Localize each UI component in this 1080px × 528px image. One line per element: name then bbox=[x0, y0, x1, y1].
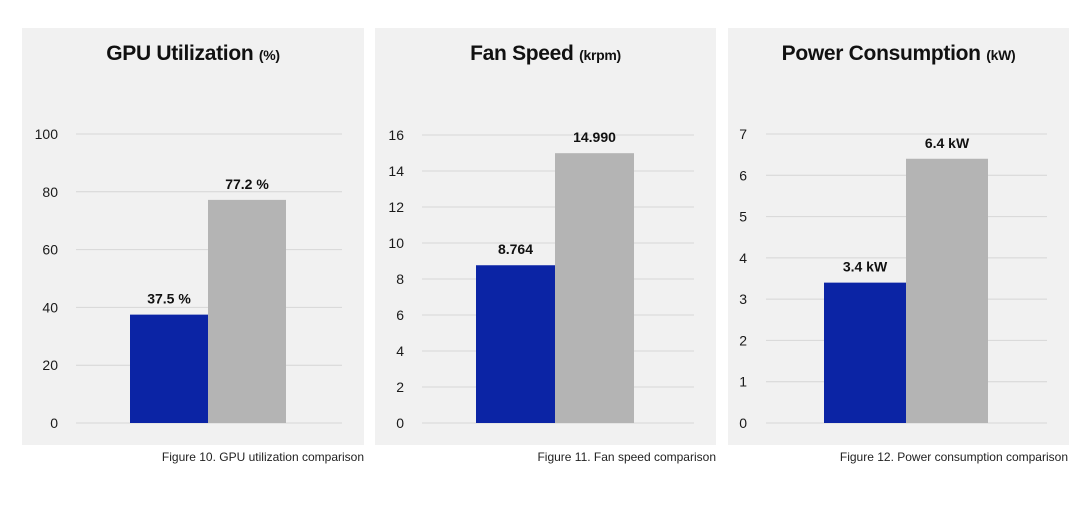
y-tick-label: 0 bbox=[396, 415, 404, 431]
y-tick-label: 4 bbox=[739, 250, 747, 266]
y-tick-label: 10 bbox=[388, 235, 404, 251]
y-tick-label: 6 bbox=[739, 167, 747, 183]
figure-caption-gpu: Figure 10. GPU utilization comparison bbox=[161, 450, 364, 464]
chart-title-unit: (%) bbox=[258, 47, 280, 63]
y-tick-label: 5 bbox=[739, 209, 747, 225]
y-tick-label: 20 bbox=[42, 357, 58, 373]
gpu-utilization-chart: GPU Utilization (%) 0 20 40 60 80 100 37.5 % 77… bbox=[22, 28, 364, 445]
chart-title-unit: (krpm) bbox=[579, 47, 621, 63]
chart-title-unit: (kW) bbox=[986, 47, 1016, 63]
bar-value-label: 14.990 bbox=[573, 129, 616, 145]
y-tick-label: 0 bbox=[739, 415, 747, 431]
power-consumption-chart: Power Consumption (kW) 0 1 2 3 4 5 6 7 3.4 kW 6.4… bbox=[728, 28, 1069, 445]
y-tick-label: 3 bbox=[739, 291, 747, 307]
bar-value-label: 8.764 bbox=[498, 241, 533, 257]
bar-value-label: 6.4 kW bbox=[925, 135, 970, 151]
fan-speed-plot: 0 2 4 6 8 10 12 14 16 8.764 14.990 bbox=[388, 127, 694, 431]
y-tick-label: 1 bbox=[739, 374, 747, 390]
chart-title: Power Consumption (kW) bbox=[728, 42, 1069, 66]
figure-caption-fan: Figure 11. Fan speed comparison bbox=[537, 450, 716, 464]
chart-title-text: Fan Speed bbox=[470, 42, 574, 65]
bar-value-label: 77.2 % bbox=[225, 176, 269, 192]
bar-value-label: 37.5 % bbox=[147, 291, 191, 307]
y-tick-label: 12 bbox=[388, 199, 404, 215]
y-tick-label: 80 bbox=[42, 184, 58, 200]
bar-series-a bbox=[824, 282, 906, 423]
bar-series-b bbox=[555, 153, 634, 423]
bar-series-b bbox=[906, 158, 988, 423]
y-tick-label: 16 bbox=[388, 127, 404, 143]
y-tick-label: 4 bbox=[396, 343, 404, 359]
bar-series-a bbox=[130, 314, 208, 423]
y-tick-label: 60 bbox=[42, 242, 58, 258]
chart-title-text: GPU Utilization bbox=[106, 42, 254, 65]
y-tick-label: 7 bbox=[739, 126, 747, 142]
figure-caption-power: Figure 12. Power consumption comparison bbox=[839, 450, 1068, 464]
y-tick-label: 6 bbox=[396, 307, 404, 323]
bar-series-a bbox=[476, 265, 555, 423]
y-tick-label: 100 bbox=[35, 126, 59, 142]
y-tick-label: 40 bbox=[42, 299, 58, 315]
power-consumption-plot: 0 1 2 3 4 5 6 7 3.4 kW 6.4 kW bbox=[739, 126, 1047, 431]
y-tick-label: 2 bbox=[739, 332, 747, 348]
y-tick-label: 0 bbox=[50, 415, 58, 431]
fan-speed-chart: Fan Speed (krpm) 0 2 4 6 8 10 12 14 16 8.764 14.99… bbox=[375, 28, 716, 445]
y-tick-label: 14 bbox=[388, 163, 404, 179]
chart-title-text: Power Consumption bbox=[781, 42, 981, 65]
bar-value-label: 3.4 kW bbox=[843, 259, 888, 275]
chart-title: GPU Utilization (%) bbox=[22, 42, 364, 66]
bar-series-b bbox=[208, 199, 286, 423]
gpu-utilization-plot: 0 20 40 60 80 100 37.5 % 77.2 % bbox=[35, 126, 342, 431]
y-tick-label: 2 bbox=[396, 379, 404, 395]
chart-title: Fan Speed (krpm) bbox=[375, 42, 716, 66]
y-tick-label: 8 bbox=[396, 271, 404, 287]
